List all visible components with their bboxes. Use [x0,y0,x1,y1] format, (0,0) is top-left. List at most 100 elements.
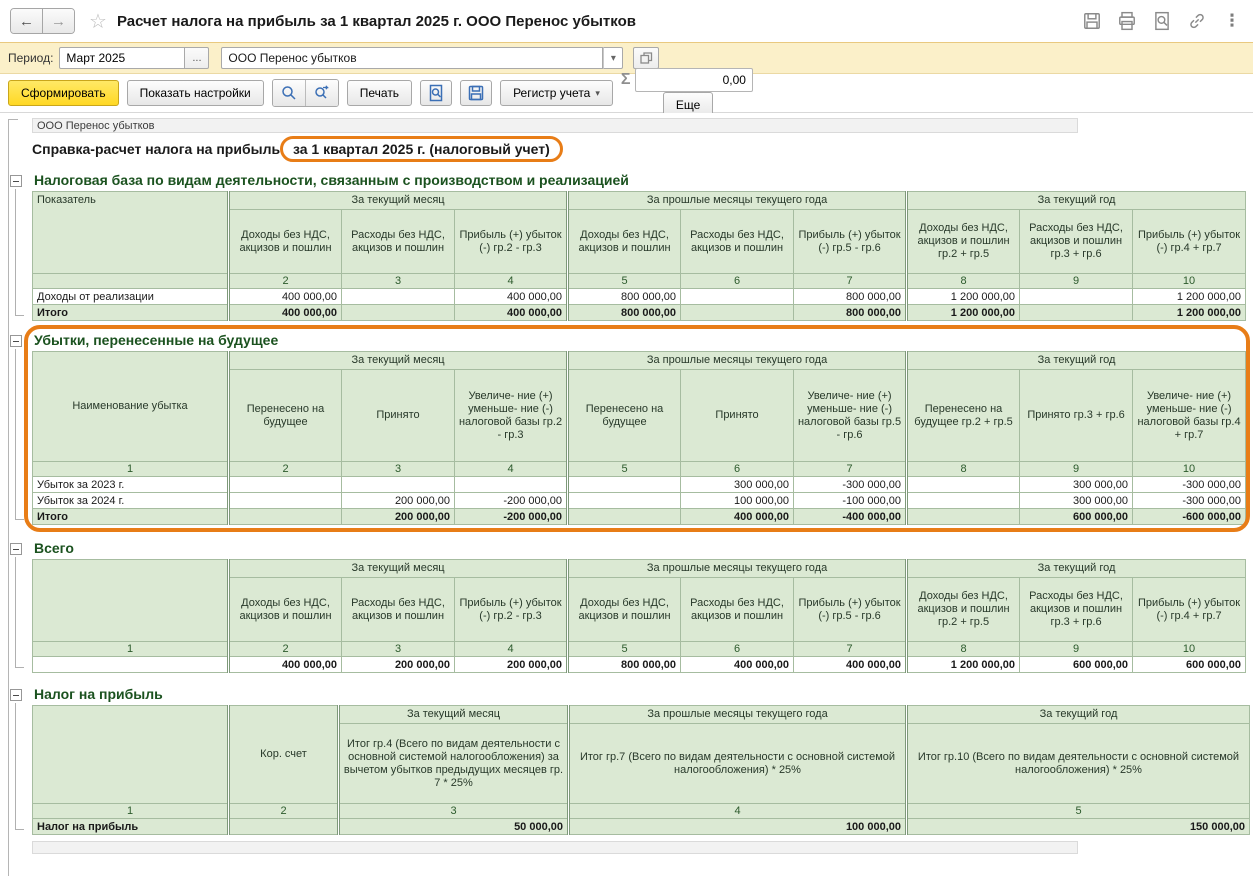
value-cell[interactable]: -300 000,00 [1132,476,1247,493]
value-cell[interactable]: 50 000,00 [337,818,569,835]
generate-button[interactable]: Сформировать [8,80,119,106]
value-cell[interactable]: 800 000,00 [793,304,908,321]
value-cell[interactable] [341,288,455,305]
value-cell[interactable] [341,476,455,493]
value-cell[interactable]: 800 000,00 [566,304,682,321]
value-cell[interactable] [1019,288,1134,305]
row-label-cell[interactable]: Итого [32,508,229,525]
value-cell[interactable] [227,508,342,525]
more-menu-icon[interactable]: ⋮ [1223,11,1241,30]
value-cell[interactable]: 600 000,00 [1019,508,1134,525]
value-cell[interactable]: 200 000,00 [341,492,455,509]
show-settings-button[interactable]: Показать настройки [126,80,264,106]
value-cell[interactable]: 300 000,00 [1019,492,1134,509]
value-cell[interactable] [341,304,455,321]
value-cell[interactable]: 150 000,00 [905,818,1250,835]
value-cell[interactable] [680,304,795,321]
value-cell[interactable] [566,508,682,525]
value-cell[interactable]: -200 000,00 [453,508,569,525]
value-cell[interactable] [227,492,342,509]
value-cell[interactable]: 400 000,00 [680,508,795,525]
value-cell[interactable] [453,476,569,493]
value-cell[interactable]: 1 200 000,00 [905,656,1021,673]
value-cell[interactable] [566,476,682,493]
row-label-cell[interactable]: Итого [32,304,229,321]
value-cell[interactable]: -200 000,00 [453,492,569,509]
period-ellipsis-button[interactable]: ... [185,47,210,69]
collapse-group-toggle[interactable] [10,689,22,701]
value-cell[interactable]: 400 000,00 [793,656,908,673]
value-cell[interactable]: 400 000,00 [680,656,795,673]
row-label-cell[interactable]: Доходы от реализации [32,288,229,305]
value-cell[interactable] [905,508,1021,525]
column-number: 5 [566,641,682,657]
value-cell[interactable]: 400 000,00 [453,288,569,305]
forward-button[interactable]: → [42,9,74,33]
save-icon[interactable] [1081,10,1103,32]
value-cell[interactable]: -100 000,00 [793,492,908,509]
column-header: Принято гр.3 + гр.6 [1019,369,1134,462]
autosum-field[interactable] [634,68,753,92]
save-report-button[interactable] [460,80,493,106]
value-cell[interactable]: 400 000,00 [227,304,342,321]
value-cell[interactable]: -300 000,00 [793,476,908,493]
value-cell[interactable]: 1 200 000,00 [905,304,1021,321]
value-cell[interactable]: 800 000,00 [566,656,682,673]
preview-button[interactable] [420,80,453,106]
search-button[interactable] [272,80,305,106]
value-cell[interactable]: 400 000,00 [453,304,569,321]
value-cell[interactable] [1019,304,1134,321]
value-cell[interactable]: 200 000,00 [341,508,455,525]
period-input[interactable] [59,47,186,69]
value-cell[interactable]: -300 000,00 [1132,492,1247,509]
search-next-button[interactable] [304,80,338,106]
accounting-register-button[interactable]: Регистр учета ▾ [500,80,613,106]
value-cell[interactable]: 800 000,00 [566,288,682,305]
value-cell[interactable]: -400 000,00 [793,508,908,525]
value-cell[interactable]: 300 000,00 [680,476,795,493]
value-cell[interactable] [227,818,339,835]
value-cell[interactable]: 100 000,00 [680,492,795,509]
print-preview-icon[interactable] [1151,10,1173,32]
chevron-down-icon[interactable]: ▾ [603,47,624,69]
organization-pick-button[interactable] [633,47,660,69]
value-cell[interactable] [566,492,682,509]
back-button[interactable]: ← [11,9,42,33]
value-cell[interactable] [680,288,795,305]
row-label-cell[interactable]: Налог на прибыль [32,818,229,835]
column-number: 2 [227,273,342,289]
value-cell[interactable]: 1 200 000,00 [905,288,1021,305]
collapse-group-toggle[interactable] [10,335,22,347]
column-number: 7 [793,273,908,289]
value-cell[interactable] [905,492,1021,509]
value-cell[interactable]: 600 000,00 [1019,656,1134,673]
value-cell[interactable]: 1 200 000,00 [1132,304,1247,321]
favorite-star-icon[interactable]: ☆ [89,10,107,33]
value-cell[interactable] [905,476,1021,493]
print-button[interactable]: Печать [346,80,413,106]
organization-combo[interactable]: ООО Перенос убытков ▾ [221,47,624,69]
value-cell[interactable]: -600 000,00 [1132,508,1247,525]
value-cell[interactable]: 1 200 000,00 [1132,288,1247,305]
collapse-group-toggle[interactable] [10,543,22,555]
collapse-group-toggle[interactable] [10,175,22,187]
value-cell[interactable]: 100 000,00 [567,818,907,835]
print-icon[interactable] [1116,10,1138,32]
section-title-total: Всего [34,540,74,556]
report-title-row[interactable]: Справка-расчет налога на прибыль за 1 кв… [32,136,1253,162]
value-cell[interactable]: 200 000,00 [453,656,569,673]
value-cell[interactable] [227,476,342,493]
row-label-cell[interactable]: Убыток за 2024 г. [32,492,229,509]
value-cell[interactable]: 200 000,00 [341,656,455,673]
value-cell[interactable]: 400 000,00 [227,656,342,673]
value-cell[interactable]: 400 000,00 [227,288,342,305]
value-cell[interactable]: 300 000,00 [1019,476,1134,493]
value-cell[interactable]: 800 000,00 [793,288,908,305]
report-organization-row[interactable]: ООО Перенос убытков [32,118,1078,133]
row-label-cell[interactable] [32,656,229,673]
next-section-row[interactable] [32,841,1078,854]
row-label-cell[interactable]: Убыток за 2023 г. [32,476,229,493]
get-link-icon[interactable] [1186,10,1208,32]
outer-group-bracket[interactable] [8,119,9,876]
value-cell[interactable]: 600 000,00 [1132,656,1247,673]
